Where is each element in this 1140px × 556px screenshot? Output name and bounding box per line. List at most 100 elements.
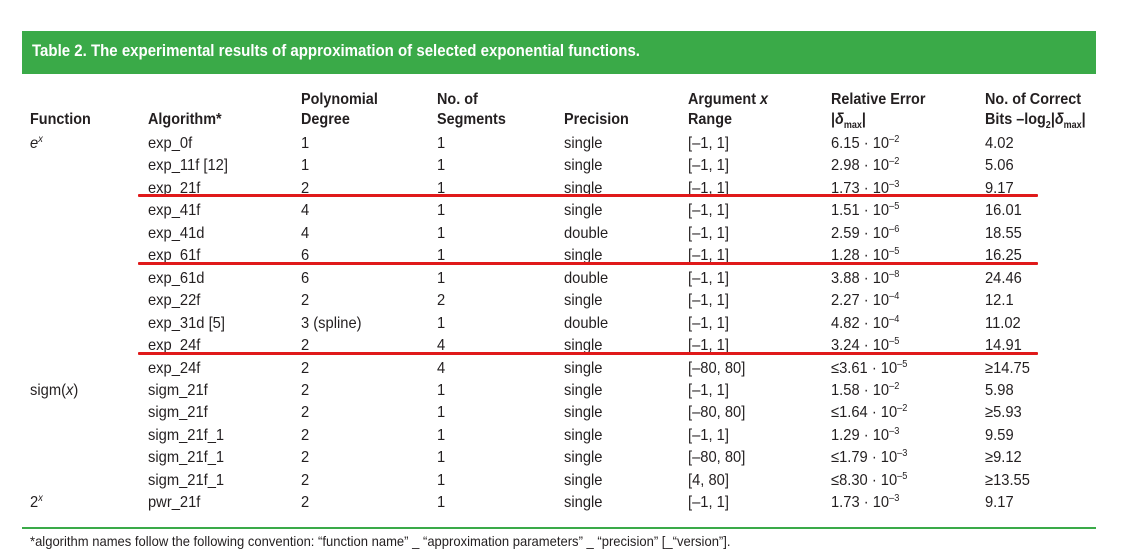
cell-relative-error: 1.51 · 10–5: [831, 201, 900, 220]
cell-bits: 16.01: [985, 202, 1022, 220]
cell-precision: double: [564, 314, 609, 332]
cell-degree: 2: [301, 381, 310, 399]
cell-relative-error: 1.73 · 10–3: [831, 493, 900, 512]
cell-algorithm: exp_61d: [148, 269, 205, 287]
cell-segments: 4: [437, 359, 446, 377]
table-row: exp_41d 4 1 double [–1, 1] 2.59 · 10–6 18.55: [0, 223, 1140, 246]
table-row: sigm_21f 2 1 single [–80, 80] ≤1.64 · 10–2 ≥5.…: [0, 402, 1140, 425]
table-row: 2x pwr_21f 2 1 single [–1, 1] 1.73 · 10–3 9.17: [0, 492, 1140, 515]
footnote: *algorithm names follow the following co…: [30, 533, 731, 549]
cell-degree: 4: [301, 224, 310, 242]
cell-degree: 2: [301, 292, 310, 310]
cell-bits: 5.98: [985, 381, 1014, 399]
cell-precision: single: [564, 135, 603, 152]
cell-bits: ≥13.55: [985, 471, 1030, 489]
cell-bits: ≥5.93: [985, 404, 1022, 422]
cell-relative-error: 4.82 · 10–4: [831, 313, 900, 332]
cell-segments: 1: [437, 314, 446, 332]
cell-range: [4, 80]: [688, 471, 729, 489]
table-row: exp_31d [5] 3 (spline) 1 double [–1, 1] 4.82 …: [0, 313, 1140, 336]
cell-degree: 2: [301, 449, 310, 467]
bottom-rule: [22, 527, 1096, 529]
highlight-line-exp-61f: [138, 262, 1038, 265]
cell-bits: 12.1: [985, 292, 1014, 310]
cell-algorithm: exp_22f: [148, 292, 201, 310]
cell-degree: 3 (spline): [301, 314, 362, 332]
cell-range: [–1, 1]: [688, 157, 729, 175]
cell-segments: 1: [437, 494, 446, 512]
cell-bits: 9.17: [985, 179, 1014, 197]
cell-relative-error: 3.24 · 10–5: [831, 336, 900, 355]
cell-range: [–80, 80]: [688, 359, 746, 377]
cell-segments: 1: [437, 224, 446, 242]
cell-algorithm: exp_41d: [148, 224, 205, 242]
header-algorithm: Algorithm*: [148, 111, 222, 128]
cell-algorithm: exp_21f: [148, 179, 201, 197]
cell-segments: 1: [437, 202, 446, 220]
table-title-banner: Table 2. The experimental results of app…: [22, 31, 1096, 74]
table-row: exp_21f 2 1 single [–1, 1] 1.73 · 10–3 9.17: [0, 178, 1140, 201]
cell-precision: double: [564, 269, 609, 287]
cell-degree: 1: [301, 157, 310, 175]
cell-bits: 16.25: [985, 247, 1022, 265]
header-segments: No. of Segments: [437, 91, 506, 128]
header-range: Argument x Range: [688, 91, 769, 128]
cell-bits: 5.06: [985, 157, 1014, 175]
cell-range: [–1, 1]: [688, 179, 729, 197]
cell-segments: 1: [437, 471, 446, 489]
table-row: sigm_21f_1 2 1 single [–80, 80] ≤1.79 · 10–3 ≥…: [0, 447, 1140, 470]
table-row: sigm_21f_1 2 1 single [4, 80] ≤8.30 · 10–5 ≥13…: [0, 470, 1140, 493]
cell-algorithm: exp_24f: [148, 337, 201, 355]
cell-segments: 1: [437, 404, 446, 422]
cell-segments: 2: [437, 292, 446, 310]
cell-function: 2x: [30, 493, 43, 512]
cell-relative-error: 1.29 · 10–3: [831, 425, 900, 444]
cell-degree: 6: [301, 269, 310, 287]
cell-relative-error: 2.98 · 10–2: [831, 156, 900, 175]
cell-degree: 2: [301, 404, 310, 422]
cell-range: [–1, 1]: [688, 494, 729, 512]
cell-segments: 1: [437, 269, 446, 287]
header-precision: Precision: [564, 111, 629, 128]
cell-degree: 2: [301, 359, 310, 377]
cell-algorithm: sigm_21f_1: [148, 426, 225, 444]
cell-precision: single: [564, 337, 603, 355]
cell-precision: single: [564, 292, 603, 310]
cell-algorithm: sigm_21f_1: [148, 471, 225, 489]
highlight-line-exp-24f: [138, 352, 1038, 355]
cell-segments: 1: [437, 426, 446, 444]
cell-relative-error: 6.15 · 10–2: [831, 134, 900, 153]
table-row: exp_61d 6 1 double [–1, 1] 3.88 · 10–8 24.46: [0, 268, 1140, 291]
cell-degree: 1: [301, 135, 310, 152]
cell-precision: single: [564, 179, 603, 197]
table-row: exp_61f 6 1 single [–1, 1] 1.28 · 10–5 16.25: [0, 245, 1140, 268]
cell-bits: 11.02: [985, 314, 1021, 332]
cell-range: [–80, 80]: [688, 449, 746, 467]
cell-algorithm: exp_24f: [148, 359, 201, 377]
table-title: Table 2. The experimental results of app…: [32, 42, 640, 60]
cell-relative-error: ≤1.79 · 10–3: [831, 448, 908, 467]
cell-range: [–1, 1]: [688, 224, 729, 242]
cell-precision: single: [564, 494, 603, 512]
cell-algorithm: exp_11f [12]: [148, 157, 228, 175]
cell-degree: 2: [301, 179, 310, 197]
table-row: exp_22f 2 2 single [–1, 1] 2.27 · 10–4 12.1: [0, 290, 1140, 313]
cell-relative-error: ≤8.30 · 10–5: [831, 470, 908, 489]
cell-bits: 24.46: [985, 269, 1022, 287]
cell-relative-error: 1.28 · 10–5: [831, 246, 900, 265]
header-correct-bits: No. of Correct Bits –log2|δmax|: [985, 91, 1086, 132]
cell-precision: single: [564, 426, 603, 444]
cell-precision: single: [564, 202, 603, 220]
cell-relative-error: ≤1.64 · 10–2: [831, 403, 908, 422]
cell-function: sigm(x): [30, 381, 79, 399]
table-row: exp_24f 2 4 single [–1, 1] 3.24 · 10–5 14.91: [0, 335, 1140, 358]
cell-precision: single: [564, 157, 603, 175]
cell-degree: 4: [301, 202, 310, 220]
header-function: Function: [30, 111, 91, 128]
cell-algorithm: exp_41f: [148, 202, 201, 220]
header-degree: Polynomial Degree: [301, 91, 378, 128]
cell-relative-error: ≤3.61 · 10–5: [831, 358, 908, 377]
cell-segments: 1: [437, 247, 446, 265]
cell-range: [–1, 1]: [688, 426, 729, 444]
table-row: exp_24f 2 4 single [–80, 80] ≤3.61 · 10–5 ≥14.…: [0, 358, 1140, 381]
